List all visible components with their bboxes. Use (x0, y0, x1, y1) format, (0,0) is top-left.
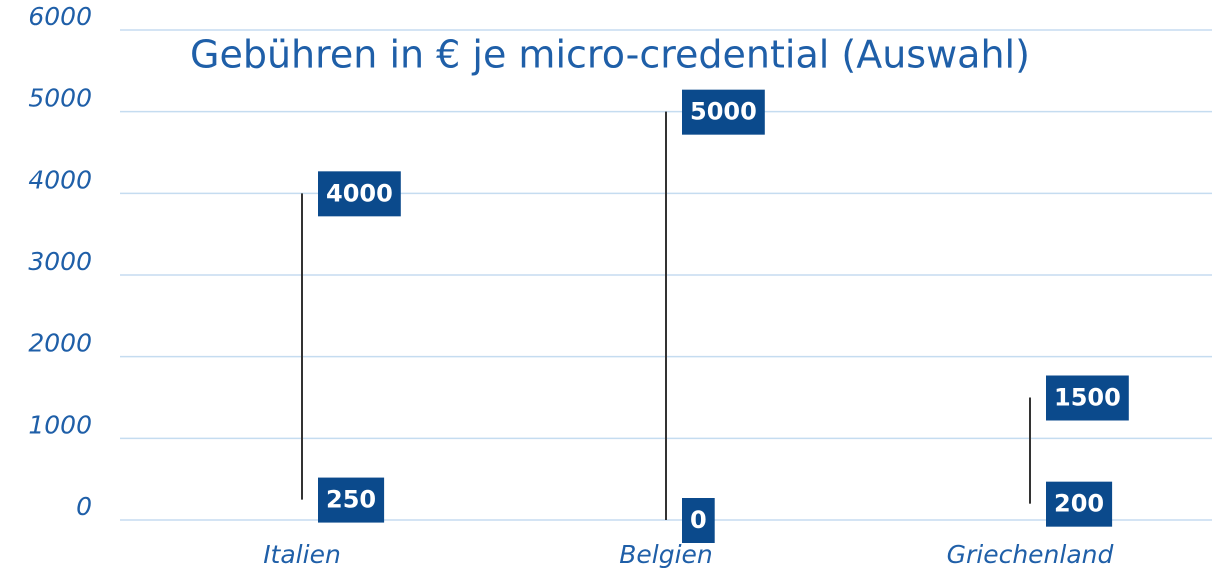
data-label: 0 (690, 506, 707, 534)
y-tick-label: 2000 (28, 329, 92, 358)
y-tick-label: 1000 (28, 410, 92, 439)
y-tick-label: 4000 (28, 165, 92, 194)
data-label-box (318, 477, 385, 523)
data-label: 5000 (690, 98, 757, 126)
y-tick-label: 6000 (28, 2, 92, 31)
data-label-box (1046, 375, 1129, 421)
chart-title: Gebühren in € je micro-credential (Auswa… (190, 33, 1030, 77)
data-label: 1500 (1054, 384, 1121, 412)
data-label: 200 (1054, 490, 1104, 518)
y-tick-label: 5000 (28, 84, 92, 113)
x-tick-label: Griechenland (947, 540, 1114, 569)
data-label: 4000 (326, 179, 393, 207)
data-label-box (682, 89, 765, 135)
data-label-box (682, 498, 715, 543)
data-label: 250 (326, 486, 376, 514)
y-tick-label: 0 (76, 492, 92, 521)
y-tick-label: 3000 (28, 247, 92, 276)
data-label-box (1046, 481, 1113, 527)
data-label-box (318, 171, 401, 217)
x-tick-label: Belgien (619, 540, 713, 569)
x-tick-label: Italien (263, 540, 341, 569)
